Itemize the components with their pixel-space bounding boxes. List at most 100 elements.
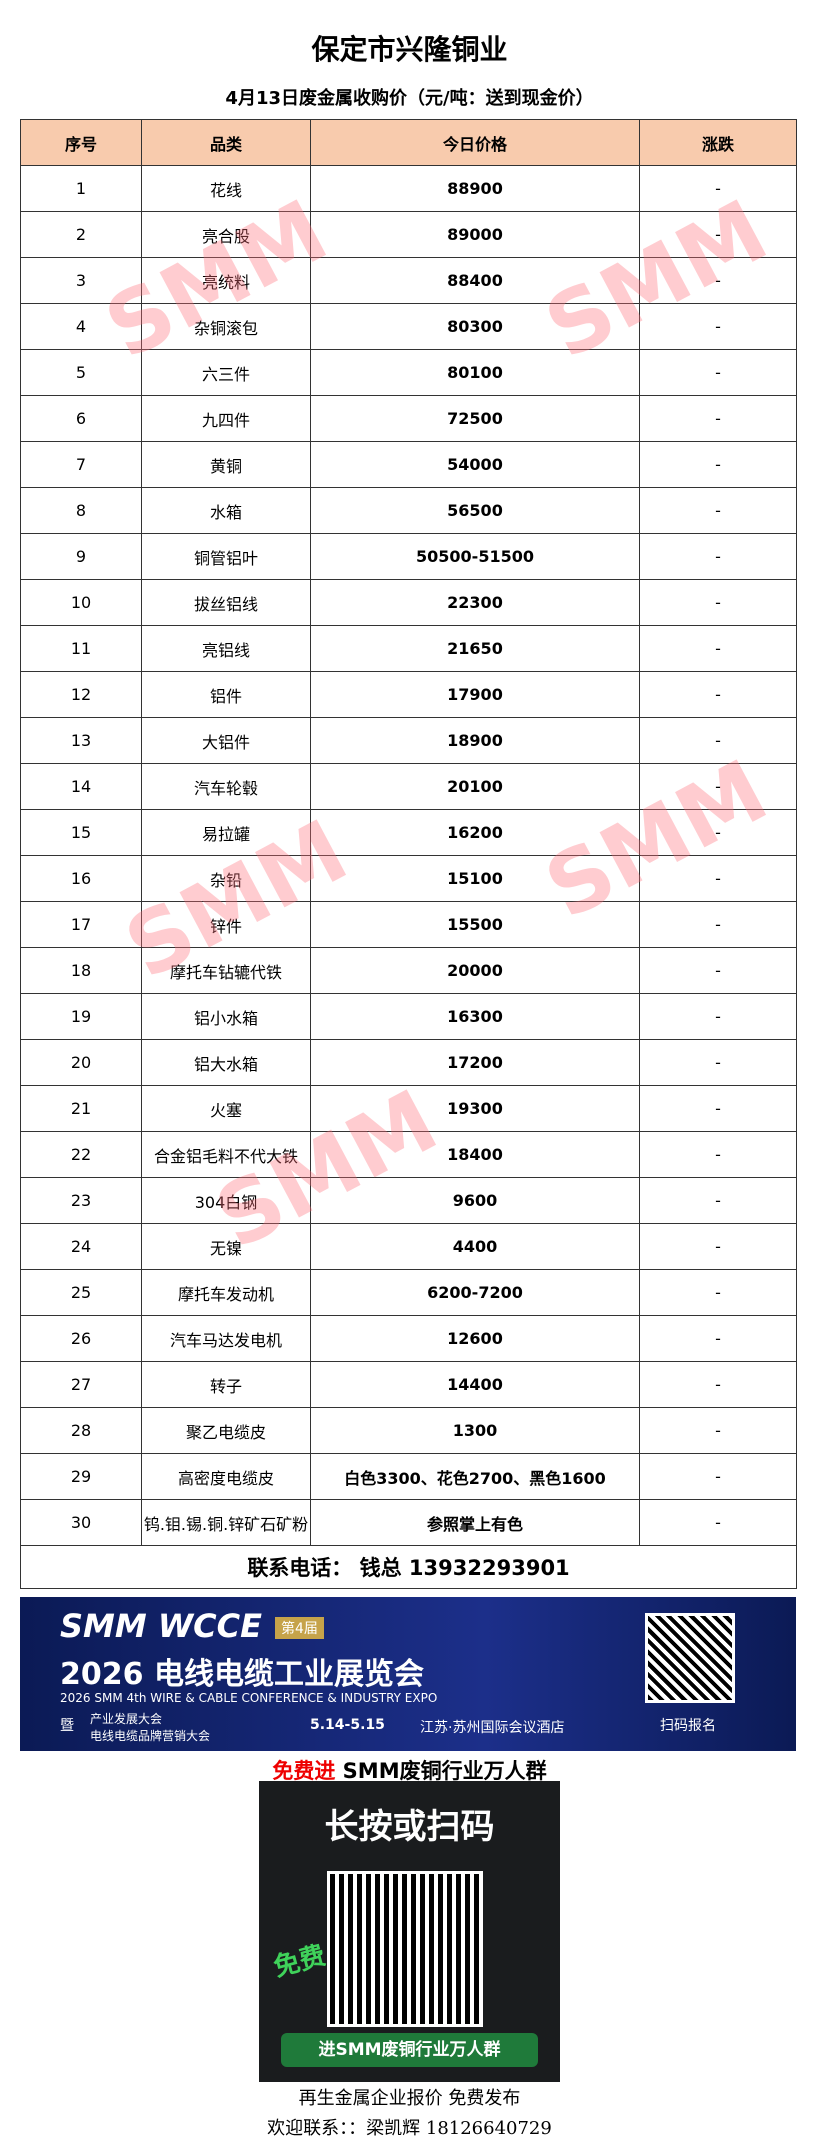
header-row: 序号 品类 今日价格 涨跌 [20,119,797,166]
scan: 扫码报名 [660,1718,716,1734]
cell: 15 [20,809,142,856]
table-row: 5 六三件 80100- [20,349,797,396]
cell: - [639,901,797,948]
table-row: 13 大铝件 18900- [20,717,797,764]
table-row: 1 花线 88900- [20,165,797,212]
header-cell: 涨跌 [639,119,797,166]
subtitle: 4月13日废金属收购价（元/吨：送到现金价） [225,88,594,109]
cell: 17200 [310,1039,640,1086]
cell: 4 [20,303,142,350]
table-row: 14 汽车轮毂 20100- [20,763,797,810]
poster-free: 免费 [270,1940,329,1984]
cell: 14400 [310,1361,640,1408]
table-row: 16 杂铅 15100- [20,855,797,902]
cell: - [639,257,797,304]
cell: 30 [20,1499,142,1546]
cell: - [639,1499,797,1546]
cell: 80100 [310,349,640,396]
cell: - [639,441,797,488]
cell: 5 [20,349,142,396]
cell: 21650 [310,625,640,672]
cell: 16300 [310,993,640,1040]
cell: - [639,579,797,626]
header-cell: 今日价格 [310,119,640,166]
cell: - [639,1131,797,1178]
cell: 50500-51500 [310,533,640,580]
cell: - [639,993,797,1040]
cell: 铝小水箱 [141,993,311,1040]
cell: - [639,763,797,810]
cell: - [639,1223,797,1270]
cell: 3 [20,257,142,304]
cell: 易拉罐 [141,809,311,856]
cell: - [639,1361,797,1408]
table-row: 27 转子 14400- [20,1361,797,1408]
cell: 白色3300、花色2700、黑色1600 [310,1453,640,1500]
cell: 17900 [310,671,640,718]
cell: 12 [20,671,142,718]
brand: SMM WCCE [60,1607,262,1645]
cell: 22300 [310,579,640,626]
expo-title: 2026 电线电缆工业展览会 [60,1657,424,1692]
cell: 29 [20,1453,142,1500]
cell: 12600 [310,1315,640,1362]
cell: - [639,165,797,212]
cell: - [639,533,797,580]
cell: 高密度电缆皮 [141,1453,311,1500]
edition: 第4届 [275,1617,324,1639]
expo-banner: SMM WCCE 第4届 2026 电线电缆工业展览会 2026 SMM 4th… [20,1597,796,1751]
cell: 杂铅 [141,855,311,902]
cell: 19 [20,993,142,1040]
table-row: 2 亮合股 89000- [20,211,797,258]
cell: 11 [20,625,142,672]
date: 5.14-5.15 [310,1717,385,1733]
event: 电线电缆品牌营销大会 [90,1729,211,1743]
table-row: 21 火塞 19300- [20,1085,797,1132]
footer-line: 欢迎联系：：梁凯辉 18126640729 [267,2118,552,2139]
cell: 20000 [310,947,640,994]
cell: - [639,1085,797,1132]
cell: 18400 [310,1131,640,1178]
cell: 火塞 [141,1085,311,1132]
price-table: 序号 品类 今日价格 涨跌 1 花线 88900-2 亮合股 89000-3 亮统料 88400-4… [20,119,797,1589]
cell: 无镍 [141,1223,311,1270]
contact: 联系电话： 钱总 13932293901 [20,1545,797,1589]
table-row: 29 高密度电缆皮 白色3300、花色2700、黑色1600- [20,1453,797,1500]
table-row: 19 铝小水箱 16300- [20,993,797,1040]
cell: 水箱 [141,487,311,534]
cell: 亮铝线 [141,625,311,672]
cell: 摩托车钻辘代铁 [141,947,311,994]
cell: 25 [20,1269,142,1316]
free: 免费进 [272,1759,336,1783]
cell: 6200-7200 [310,1269,640,1316]
cell: 9600 [310,1177,640,1224]
table-row: 23 304白钢 9600- [20,1177,797,1224]
cell: 19300 [310,1085,640,1132]
cell: 15100 [310,855,640,902]
poster-title: 长按或扫码 [324,1807,495,1847]
cell: 9 [20,533,142,580]
cell: 九四件 [141,395,311,442]
table-row: 25 摩托车发动机 6200-7200- [20,1269,797,1316]
table-row: 7 黄铜 54000- [20,441,797,488]
cell: 参照掌上有色 [310,1499,640,1546]
cell: 锌件 [141,901,311,948]
cell: - [639,947,797,994]
cell: - [639,1315,797,1362]
cell: 72500 [310,395,640,442]
and: 暨 [60,1718,74,1734]
cell: 汽车轮毂 [141,763,311,810]
cell: - [639,211,797,258]
cell: 56500 [310,487,640,534]
cell: 304白钢 [141,1177,311,1224]
cell: - [639,303,797,350]
table-row: 10 拔丝铝线 22300- [20,579,797,626]
cell: 花线 [141,165,311,212]
table-row: 28 聚乙电缆皮 1300- [20,1407,797,1454]
cell: - [639,671,797,718]
expo-english: 2026 SMM 4th WIRE & CABLE CONFERENCE & I… [60,1691,438,1705]
cell: 1300 [310,1407,640,1454]
table-row: 24 无镍 4400- [20,1223,797,1270]
cell: 聚乙电缆皮 [141,1407,311,1454]
cell: - [639,487,797,534]
